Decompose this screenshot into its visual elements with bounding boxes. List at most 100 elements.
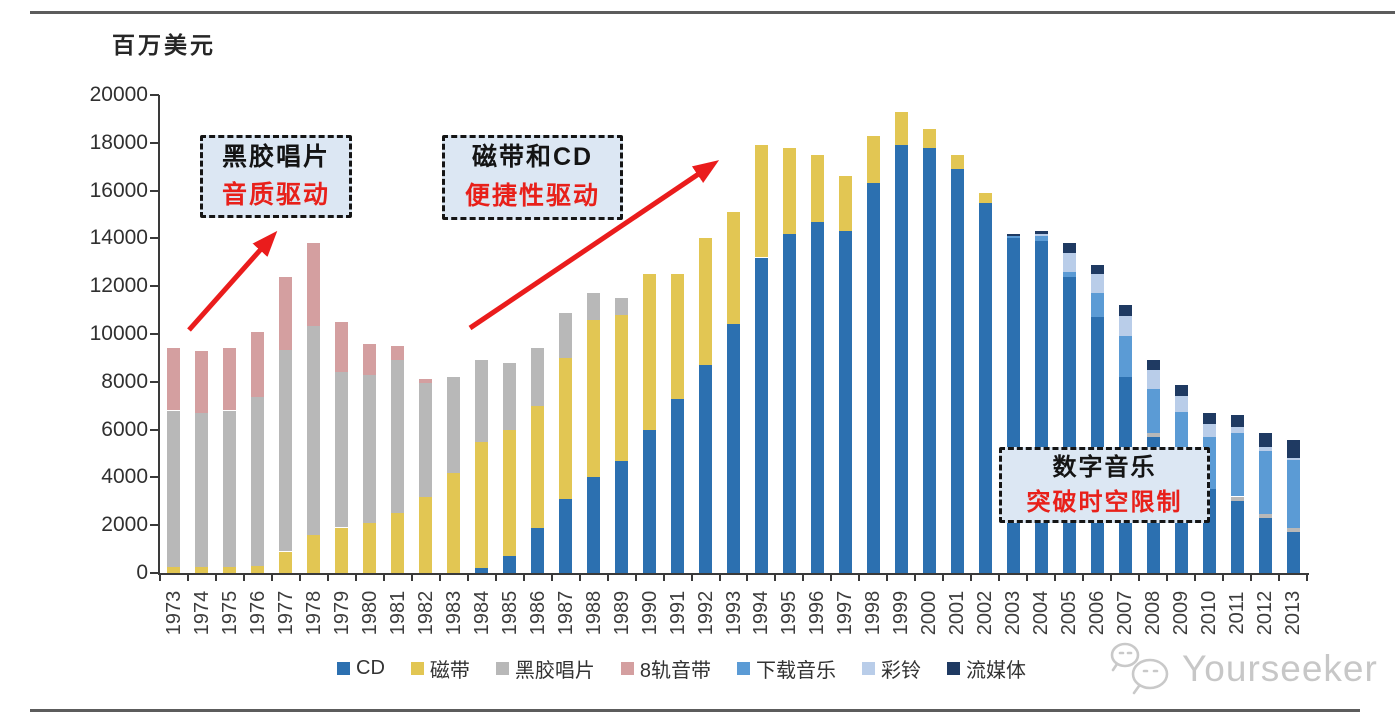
bar-segment bbox=[391, 345, 405, 361]
x-axis-tick bbox=[1250, 573, 1253, 581]
y-axis-tick bbox=[150, 476, 159, 479]
x-axis-tick bbox=[550, 573, 553, 581]
y-tick-label: 14000 bbox=[89, 226, 148, 250]
bar-segment bbox=[167, 348, 181, 411]
x-axis-tick bbox=[326, 573, 329, 581]
year-label: 1989 bbox=[610, 590, 633, 636]
bar-segment bbox=[1258, 518, 1272, 573]
year-label: 1973 bbox=[162, 590, 185, 636]
bar-segment bbox=[223, 348, 237, 411]
bar-segment bbox=[1062, 271, 1076, 277]
bar-segment bbox=[1118, 316, 1132, 337]
bar-segment bbox=[223, 567, 237, 573]
bar-segment bbox=[1090, 274, 1104, 294]
bar-segment bbox=[1230, 415, 1244, 428]
x-axis-tick bbox=[242, 573, 245, 581]
y-tick-label: 16000 bbox=[89, 178, 148, 202]
bar-segment bbox=[978, 193, 992, 203]
x-axis-tick bbox=[522, 573, 525, 581]
year-label: 1998 bbox=[862, 590, 885, 636]
x-axis-tick bbox=[886, 573, 889, 581]
bar-segment bbox=[643, 274, 657, 430]
bar-segment bbox=[1258, 450, 1272, 515]
legend-swatch-icon bbox=[947, 662, 961, 675]
annotation-title: 数字音乐 bbox=[1052, 454, 1157, 481]
year-label: 1991 bbox=[666, 590, 689, 636]
trend-arrow-up-icon bbox=[187, 230, 278, 332]
bar-segment bbox=[1062, 252, 1076, 272]
bar-segment bbox=[1034, 233, 1048, 236]
bar-segment bbox=[223, 410, 237, 567]
year-label: 2011 bbox=[1226, 591, 1249, 635]
bar-segment bbox=[1230, 496, 1244, 502]
bar-segment bbox=[1006, 233, 1020, 236]
bar-segment bbox=[1062, 243, 1076, 253]
y-tick-label: 0 bbox=[136, 561, 148, 584]
year-label: 1980 bbox=[358, 590, 381, 636]
bar-segment bbox=[335, 527, 349, 573]
year-label: 1974 bbox=[190, 590, 213, 636]
x-axis-tick bbox=[1166, 573, 1169, 581]
legend-label: 磁带 bbox=[429, 660, 470, 682]
bar-segment bbox=[531, 348, 545, 406]
bottom-divider bbox=[30, 709, 1360, 712]
x-axis-tick bbox=[1222, 573, 1225, 581]
y-axis-tick bbox=[150, 237, 159, 240]
y-axis-tick bbox=[150, 572, 159, 574]
bar-segment bbox=[643, 429, 657, 573]
bar-segment bbox=[838, 231, 852, 573]
watermark: Yourseeker bbox=[1108, 641, 1378, 697]
bar-segment bbox=[363, 522, 377, 573]
bar-segment bbox=[615, 298, 629, 315]
bar-segment bbox=[1034, 236, 1048, 241]
bar-segment bbox=[503, 362, 517, 430]
x-axis-tick bbox=[942, 573, 945, 581]
bar-segment bbox=[1174, 396, 1188, 412]
bar-segment bbox=[615, 460, 629, 573]
bar-segment bbox=[810, 154, 824, 222]
annotation-title: 黑胶唱片 bbox=[221, 143, 330, 171]
y-axis bbox=[158, 95, 160, 575]
bar-segment bbox=[307, 243, 321, 326]
bar-segment bbox=[671, 274, 685, 399]
bar-segment bbox=[447, 377, 461, 473]
year-label: 1982 bbox=[414, 590, 437, 636]
x-axis-tick bbox=[970, 573, 973, 581]
bar-segment bbox=[1090, 293, 1104, 318]
bar-segment bbox=[1062, 276, 1076, 573]
bar-segment bbox=[1034, 231, 1048, 234]
bar-segment bbox=[1258, 432, 1272, 448]
year-label: 1992 bbox=[694, 590, 717, 636]
bar-segment bbox=[894, 145, 908, 573]
x-axis-tick bbox=[410, 573, 413, 581]
y-tick-label: 8000 bbox=[101, 369, 148, 393]
legend-swatch-icon bbox=[410, 662, 424, 675]
annotation-box-vinyl: 黑胶唱片 音质驱动 bbox=[200, 135, 352, 218]
bar-segment bbox=[1230, 433, 1244, 497]
bar-segment bbox=[587, 293, 601, 320]
bar-segment bbox=[754, 145, 768, 258]
x-axis-tick bbox=[858, 573, 861, 581]
legend-item: 黑胶唱片 bbox=[495, 654, 595, 683]
bar-segment bbox=[335, 372, 349, 528]
bar-segment bbox=[363, 343, 377, 375]
top-divider bbox=[30, 11, 1395, 14]
bar-segment bbox=[335, 322, 349, 373]
legend-swatch-icon bbox=[737, 662, 751, 675]
bar-segment bbox=[195, 567, 209, 573]
x-axis-tick bbox=[466, 573, 469, 581]
bar-segment bbox=[251, 397, 265, 567]
year-label: 1987 bbox=[554, 590, 577, 636]
bar-segment bbox=[1146, 369, 1160, 389]
year-label: 2001 bbox=[946, 590, 969, 636]
legend-label: CD bbox=[356, 657, 385, 679]
legend-item: 磁带 bbox=[410, 654, 470, 683]
x-axis bbox=[158, 573, 1309, 575]
y-axis-tick bbox=[150, 94, 159, 96]
x-axis-tick bbox=[1110, 573, 1113, 581]
bar-segment bbox=[866, 183, 880, 573]
x-axis-tick bbox=[186, 573, 189, 581]
bar-segment bbox=[475, 441, 489, 569]
year-label: 2007 bbox=[1114, 590, 1137, 636]
year-label: 1986 bbox=[526, 590, 549, 636]
